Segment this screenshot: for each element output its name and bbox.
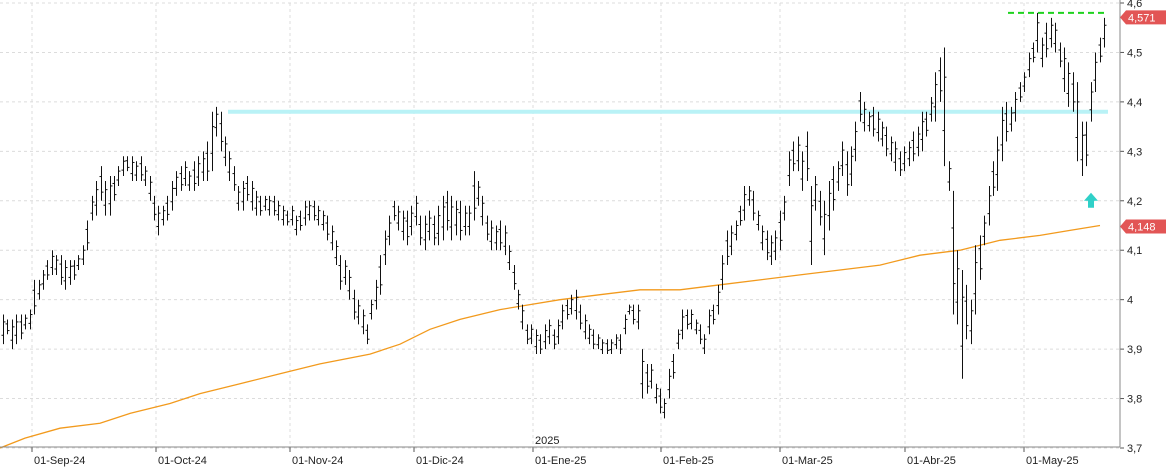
y-tick-label: 4,1 (1127, 245, 1142, 257)
y-tick-label: 3,9 (1127, 344, 1142, 356)
y-axis: 3,7 3,8 3,9 4 4,1 4,2 4,3 4,4 4,5 4,6 (1119, 0, 1142, 455)
y-tick-label: 4,6 (1127, 0, 1142, 10)
markers (1084, 192, 1098, 208)
x-tick-label: 01-Dic-24 (416, 455, 464, 467)
up-arrow-icon (1084, 192, 1098, 208)
reference-lines (228, 11, 1108, 114)
y-tick-label: 4 (1127, 295, 1133, 307)
last-price-badge (1120, 10, 1166, 25)
y-tick-label: 4,4 (1127, 97, 1142, 109)
y-tick-label: 3,7 (1127, 443, 1142, 455)
last-price-text: 4,571 (1128, 12, 1156, 24)
x-tick-label: 01-Abr-25 (907, 455, 956, 467)
year-label: 2025 (535, 435, 559, 447)
y-tick-label: 4,3 (1127, 146, 1142, 158)
x-tick-label: 01-Ene-25 (535, 455, 586, 467)
ma-value-text: 4,148 (1128, 221, 1156, 233)
x-axis: 01-Sep-24 01-Oct-24 01-Nov-24 01-Dic-24 01-E… (0, 435, 1120, 467)
y-tick-label: 4,5 (1127, 47, 1142, 59)
x-tick-label: 01-Nov-24 (292, 455, 343, 467)
y-tick-label: 4,2 (1127, 196, 1142, 208)
x-tick-label: 01-Feb-25 (663, 455, 714, 467)
x-tick-label: 01-May-25 (1026, 455, 1079, 467)
moving-average-line (0, 224, 1101, 449)
ohlc-bars (1, 12, 1107, 419)
y-tick-label: 3,8 (1127, 394, 1142, 406)
x-tick-label: 01-Mar-25 (782, 455, 833, 467)
ma-polyline (0, 224, 1101, 449)
ma-value-badge (1120, 219, 1166, 234)
x-tick-label: 01-Oct-24 (158, 455, 207, 467)
x-tick-label: 01-Sep-24 (34, 455, 85, 467)
price-badges: 4,571 4,148 (1120, 10, 1166, 234)
